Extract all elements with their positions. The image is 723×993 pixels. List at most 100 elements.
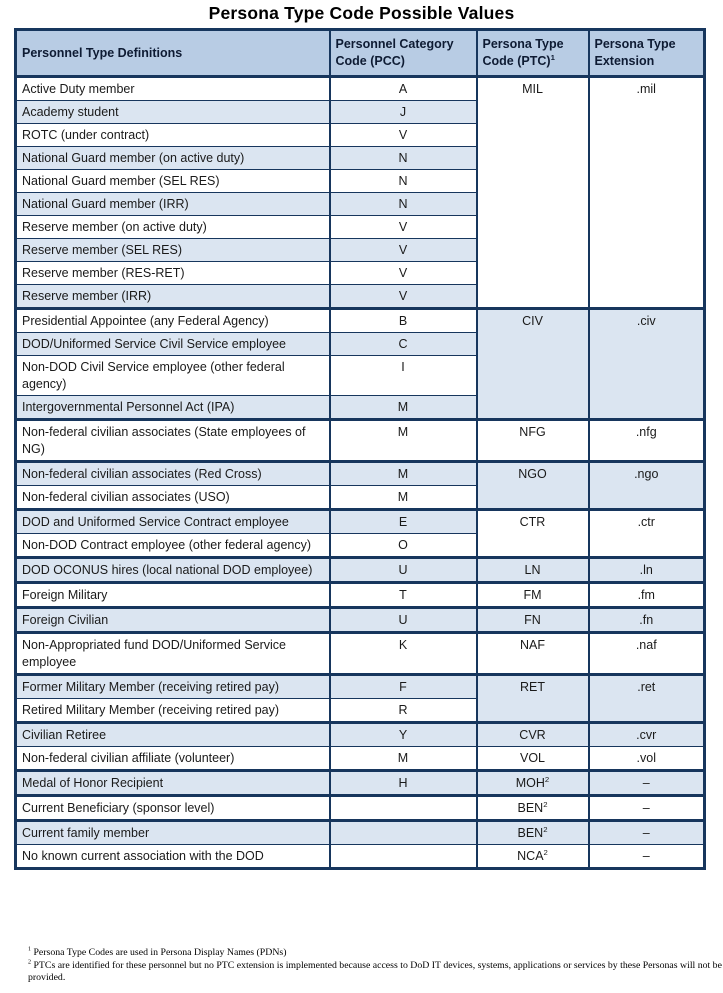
extension-cell: .nfg [587,418,705,462]
ptc-cell: NFG [475,418,589,462]
pcc-cell: N [328,192,477,216]
pcc-cell [328,794,477,821]
extension-cell: .ret [587,673,705,723]
ptc-cell: NCA2 [475,844,589,869]
definition-cell: Non-Appropriated fund DOD/Uniformed Serv… [15,631,330,675]
pcc-cell: J [328,100,477,124]
table-header-row: Personnel Type Definitions Personnel Cate… [15,29,705,78]
pcc-cell: M [328,460,477,486]
definition-cell: Non-federal civilian associates (State e… [15,418,330,462]
extension-cell: .fm [587,581,705,608]
persona-type-code-table: Personnel Type Definitions Personnel Cate… [14,28,706,870]
extension-cell: – [587,794,705,821]
definition-cell: Medal of Honor Recipient [15,769,330,796]
pcc-cell: V [328,261,477,285]
definition-cell: Civilian Retiree [15,721,330,747]
pcc-cell: R [328,698,477,723]
definition-cell: National Guard member (IRR) [15,192,330,216]
pcc-cell: H [328,769,477,796]
definition-cell: Reserve member (IRR) [15,284,330,309]
pcc-cell: V [328,215,477,239]
table-row: Non-federal civilian affiliate (voluntee… [15,746,705,771]
ptc-cell: BEN2 [475,794,589,821]
pcc-cell: B [328,307,477,333]
table-row: Current family member BEN2– [15,819,705,845]
footnote-1-text: Persona Type Codes are used in Persona D… [33,947,287,958]
pcc-cell: N [328,169,477,193]
table-row: Reserve member (SEL RES) V [15,238,705,262]
pcc-cell: O [328,533,477,558]
definition-cell: Retired Military Member (receiving retir… [15,698,330,723]
pcc-cell: M [328,395,477,420]
table-row: National Guard member (on active duty) N [15,146,705,170]
definition-cell: DOD OCONUS hires (local national DOD emp… [15,556,330,583]
ptc-cell: FN [475,606,589,633]
extension-cell: .vol [587,746,705,771]
pcc-cell: V [328,238,477,262]
pcc-cell [328,819,477,845]
table-row: Non-federal civilian associates (USO) M [15,485,705,510]
table-row: Reserve member (RES-RET) V [15,261,705,285]
table-row: Current Beneficiary (sponsor level) BEN2– [15,794,705,821]
table-row: Reserve member (IRR) V [15,284,705,309]
pcc-cell: M [328,418,477,462]
footnote-2-marker: 2 [28,959,32,966]
ptc-cell: CTR [475,508,589,558]
pcc-cell: A [328,76,477,101]
table-row: Non-DOD Civil Service employee (other fe… [15,355,705,396]
pcc-cell: E [328,508,477,534]
ptc-cell: NGO [475,460,589,510]
definition-cell: Reserve member (SEL RES) [15,238,330,262]
ptc-cell: MIL [475,76,589,309]
pcc-cell: M [328,746,477,771]
pcc-cell [328,844,477,869]
table-row: National Guard member (SEL RES) N [15,169,705,193]
footnote-1: 1 Persona Type Codes are used in Persona… [28,947,722,960]
definition-cell: ROTC (under contract) [15,123,330,147]
table-row: Civilian Retiree Y CVR .cvr [15,721,705,747]
table-row: Medal of Honor Recipient H MOH2– [15,769,705,796]
definition-cell: Active Duty member [15,76,330,101]
definition-cell: Presidential Appointee (any Federal Agen… [15,307,330,333]
ptc-cell: NAF [475,631,589,675]
table-row: Foreign Civilian U FN .fn [15,606,705,633]
definition-cell: Non-federal civilian associates (Red Cro… [15,460,330,486]
table-row: ROTC (under contract) V [15,123,705,147]
pcc-cell: Y [328,721,477,747]
definition-cell: Non-DOD Civil Service employee (other fe… [15,355,330,396]
ptc-cell: RET [475,673,589,723]
pcc-cell: U [328,556,477,583]
pcc-cell: M [328,485,477,510]
pcc-cell: V [328,123,477,147]
table-row: Non-federal civilian associates (Red Cro… [15,460,705,510]
ptc-cell: FM [475,581,589,608]
definition-cell: DOD and Uniformed Service Contract emplo… [15,508,330,534]
definition-cell: National Guard member (on active duty) [15,146,330,170]
extension-cell: .ngo [587,460,705,510]
ptc-cell: BEN2 [475,819,589,845]
pcc-cell: C [328,332,477,356]
definition-cell: Non-DOD Contract employee (other federal… [15,533,330,558]
definition-cell: Former Military Member (receiving retire… [15,673,330,699]
table-row: Non-Appropriated fund DOD/Uniformed Serv… [15,631,705,675]
pcc-cell: N [328,146,477,170]
footnote-2-text: PTCs are identified for these personnel … [28,959,722,984]
extension-cell: – [587,844,705,869]
extension-cell: .naf [587,631,705,675]
definition-cell: Academy student [15,100,330,124]
table-row: DOD OCONUS hires (local national DOD emp… [15,556,705,583]
definition-cell: National Guard member (SEL RES) [15,169,330,193]
definition-cell: Reserve member (RES-RET) [15,261,330,285]
table-row: Active Duty member A MIL .mil [15,76,705,309]
pcc-cell: F [328,673,477,699]
extension-cell: .mil [587,76,705,309]
table-row: Retired Military Member (receiving retir… [15,698,705,723]
table-row: Academy student J [15,100,705,124]
ptc-cell: CIV [475,307,589,420]
extension-cell: .ln [587,556,705,583]
definition-cell: Current Beneficiary (sponsor level) [15,794,330,821]
table-row: Reserve member (on active duty) V [15,215,705,239]
extension-cell: – [587,769,705,796]
table-row: No known current association with the DO… [15,844,705,869]
pcc-cell: T [328,581,477,608]
